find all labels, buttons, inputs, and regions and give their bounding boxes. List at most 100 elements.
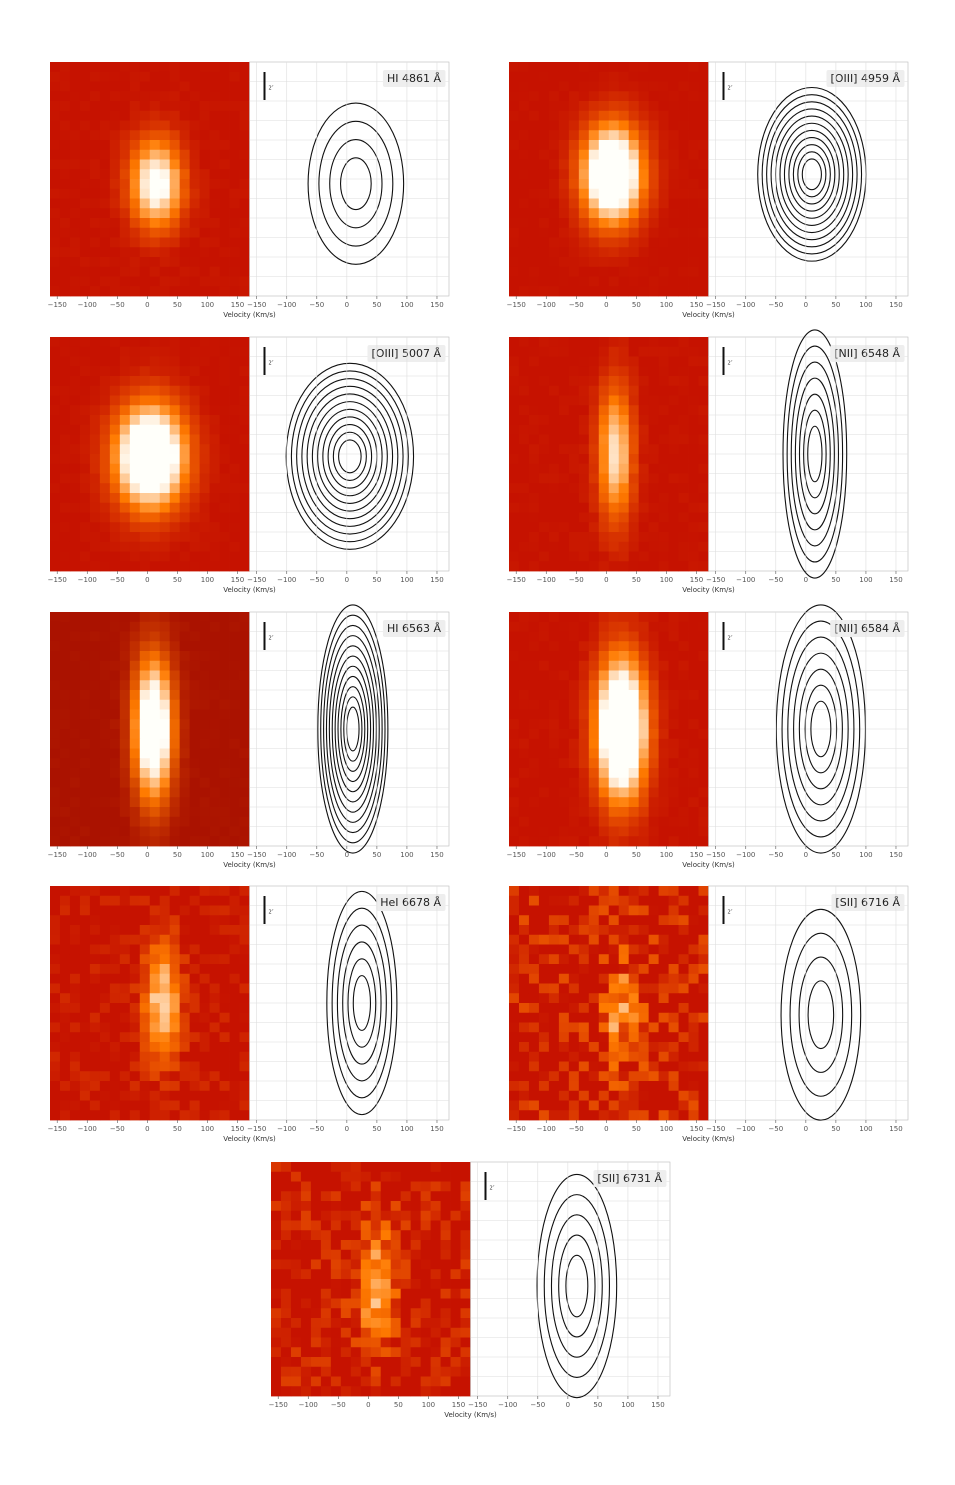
heatmap-cell — [99, 237, 111, 248]
title-box — [830, 620, 905, 637]
heatmap-cell — [538, 1051, 550, 1062]
heatmap-cell — [79, 895, 91, 906]
heatmap-cell — [99, 101, 111, 112]
heatmap-cell — [688, 463, 699, 474]
heatmap-cell — [350, 1201, 362, 1212]
heatmap-cell — [50, 110, 61, 121]
heatmap-cell — [588, 541, 600, 552]
heatmap-cell — [129, 1003, 141, 1014]
x-tick-label: −50 — [110, 1125, 125, 1133]
heatmap-cell — [618, 738, 630, 749]
heatmap-cell — [608, 631, 620, 642]
heatmap-cell — [638, 188, 650, 199]
heatmap-cell — [509, 807, 520, 818]
heatmap-cell — [509, 541, 520, 552]
heatmap-cell — [109, 719, 121, 730]
heatmap-cell — [548, 729, 560, 740]
heatmap-cell — [229, 444, 240, 455]
heatmap-cell — [209, 1090, 220, 1101]
heatmap-cell — [219, 561, 230, 572]
heatmap-cell — [219, 71, 230, 82]
heatmap-cell — [518, 680, 530, 691]
heatmap-cell — [598, 415, 610, 426]
heatmap-cell — [169, 944, 181, 955]
heatmap-cell — [598, 973, 610, 984]
heatmap-cell — [209, 276, 220, 287]
heatmap-cell — [129, 502, 141, 513]
heatmap-cell — [648, 768, 660, 779]
heatmap-cell — [169, 208, 181, 219]
heatmap-cell — [189, 286, 201, 297]
heatmap-cell — [628, 651, 640, 662]
heatmap-cell — [440, 1230, 451, 1241]
heatmap-cell — [658, 169, 669, 180]
heatmap-cell — [159, 1022, 171, 1033]
heatmap-cell — [109, 1090, 121, 1101]
heatmap-cell — [698, 807, 709, 818]
heatmap-cell — [668, 680, 679, 691]
heatmap-cell — [638, 1032, 650, 1043]
heatmap-cell — [548, 473, 560, 484]
heatmap-cell — [239, 376, 250, 387]
heatmap-cell — [320, 1210, 332, 1221]
heatmap-cell — [410, 1259, 422, 1270]
heatmap-cell — [99, 395, 111, 406]
x-tick-label: −100 — [736, 851, 755, 859]
heatmap-cell — [50, 502, 61, 513]
heatmap-cell — [129, 660, 141, 671]
heatmap-cell — [588, 1012, 600, 1023]
heatmap-cell — [50, 1012, 61, 1023]
heatmap-cell — [648, 621, 660, 632]
heatmap-cell — [129, 886, 141, 897]
heatmap-cell — [109, 62, 121, 73]
heatmap-cell — [628, 954, 640, 965]
heatmap-cell — [400, 1376, 412, 1387]
heatmap-cell — [598, 964, 610, 975]
heatmap-cell — [159, 905, 171, 916]
heatmap-cell — [558, 954, 570, 965]
heatmap-cell — [558, 424, 570, 435]
heatmap-cell — [628, 541, 640, 552]
heatmap-cell — [678, 188, 689, 199]
heatmap-cell — [209, 612, 220, 623]
heatmap-cell — [69, 493, 81, 504]
heatmap-cell — [628, 266, 640, 277]
heatmap-cell — [159, 337, 171, 348]
heatmap-cell — [129, 826, 141, 837]
heatmap-cell — [688, 512, 699, 523]
heatmap-cell — [588, 237, 600, 248]
heatmap-cell — [628, 1100, 640, 1111]
heatmap-cell — [638, 964, 650, 975]
heatmap-cell — [638, 934, 650, 945]
heatmap-cell — [578, 120, 590, 131]
heatmap-cell — [658, 237, 669, 248]
heatmap-cell — [668, 188, 679, 199]
heatmap-cell — [149, 729, 161, 740]
panel: 2″HeI 6678 Å−150 −150−100 −100−50 −500 050 50… — [48, 885, 450, 1143]
heatmap-cell — [568, 1042, 580, 1053]
heatmap-cell — [179, 208, 191, 219]
heatmap-cell — [698, 777, 709, 788]
heatmap-cell — [598, 366, 610, 377]
contour — [307, 102, 405, 265]
heatmap-cell — [528, 101, 540, 112]
x-tick-label: −50 — [309, 1125, 324, 1133]
heatmap-cell — [99, 208, 111, 219]
heatmap-cell — [69, 140, 81, 151]
contour — [352, 975, 372, 1031]
heatmap-cell — [199, 149, 210, 160]
heatmap-cell — [350, 1191, 362, 1202]
heatmap-cell — [688, 110, 699, 121]
heatmap-cell — [129, 807, 141, 818]
heatmap-cell — [50, 483, 61, 494]
heatmap-cell — [558, 709, 570, 720]
heatmap-cell — [638, 415, 650, 426]
heatmap-cell — [99, 954, 111, 965]
heatmap-cell — [638, 541, 650, 552]
contour — [337, 675, 369, 783]
heatmap-cell — [678, 1061, 689, 1072]
heatmap-cell — [638, 454, 650, 465]
heatmap-cell — [109, 836, 121, 847]
heatmap-cell — [320, 1376, 332, 1387]
heatmap-cell — [558, 699, 570, 710]
